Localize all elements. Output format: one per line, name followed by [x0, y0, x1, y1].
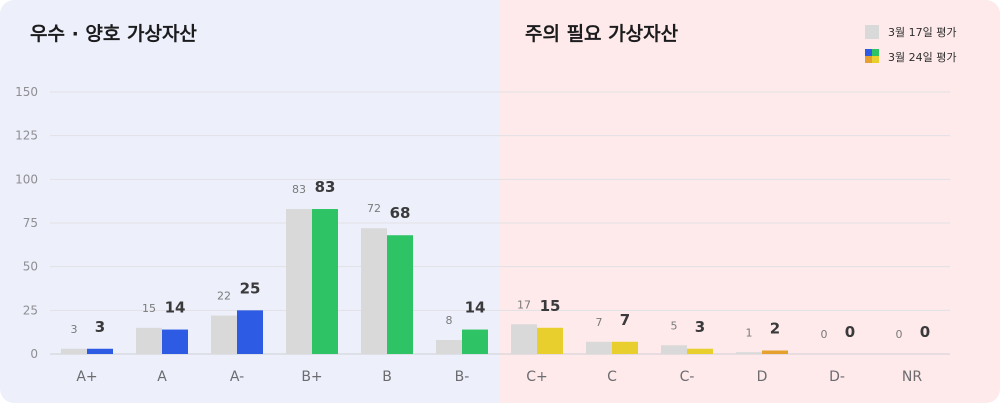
bar-current	[612, 341, 638, 354]
caution-panel-title: 주의 필요 가상자산	[525, 23, 679, 45]
bar-current	[462, 329, 488, 354]
y-tick-label: 150	[15, 85, 38, 99]
value-label-prev: 22	[217, 290, 231, 303]
legend-new-swatch-cell	[872, 49, 879, 56]
y-tick-label: 125	[15, 129, 38, 143]
x-tick-label: A-	[230, 369, 244, 385]
bar-prev	[586, 341, 612, 354]
legend-new-swatch-cell	[865, 49, 872, 56]
y-tick-label: 75	[23, 216, 38, 230]
bar-prev	[436, 340, 462, 354]
bar-prev	[511, 324, 537, 354]
bar-current	[87, 348, 113, 354]
good-panel-title: 우수 · 양호 가상자산	[30, 23, 197, 45]
bar-current	[762, 350, 788, 354]
x-tick-label: D-	[829, 369, 845, 385]
bar-prev	[361, 228, 387, 354]
bar-prev	[286, 209, 312, 354]
value-label-prev: 5	[671, 319, 678, 332]
value-labels: 3 3 15 14 22 25 83 83 72 68 8 14 17 15 7 7 5 3 1 2 0 0 0 0	[71, 178, 931, 341]
x-tick-label: A	[157, 369, 167, 385]
x-tick-label: D	[757, 369, 768, 385]
value-label-current: 7	[620, 311, 630, 329]
bars	[61, 209, 788, 354]
bar-current	[387, 235, 413, 354]
legend-new-swatch	[865, 49, 879, 63]
legend: 3월 17일 평가 3월 24일 평가	[865, 25, 956, 64]
value-label-prev: 0	[896, 328, 903, 341]
y-tick-label: 25	[23, 303, 38, 317]
bar-prev	[736, 352, 762, 354]
legend-prev-swatch	[865, 25, 879, 39]
bar-current	[237, 310, 263, 354]
legend-new-label: 3월 24일 평가	[888, 50, 956, 64]
caution-panel-background	[500, 0, 1000, 403]
value-label-prev: 3	[71, 323, 78, 336]
value-label-prev: 0	[821, 328, 828, 341]
x-tick-label: B+	[301, 369, 322, 385]
value-label-current: 2	[770, 320, 780, 338]
bar-current	[162, 329, 188, 354]
bar-prev	[136, 327, 162, 354]
value-label-current: 15	[540, 297, 561, 315]
x-tick-label: B-	[455, 369, 470, 385]
value-label-current: 3	[95, 318, 105, 336]
x-axis-ticks: A+ A A- B+ B B- C+ C C- D D- NR	[76, 369, 922, 385]
value-label-current: 83	[315, 178, 336, 196]
y-tick-label: 100	[15, 172, 38, 186]
bar-prev	[211, 315, 237, 354]
bar-current	[537, 327, 563, 354]
x-tick-label: C	[607, 369, 617, 385]
value-label-prev: 72	[367, 202, 381, 215]
value-label-current: 68	[390, 204, 411, 222]
value-label-prev: 7	[596, 316, 603, 329]
value-label-prev: 83	[292, 183, 306, 196]
y-tick-label: 0	[30, 347, 38, 361]
x-tick-label: C-	[680, 369, 695, 385]
legend-new-swatch-cell	[872, 56, 879, 63]
value-label-prev: 1	[746, 326, 753, 339]
bar-prev	[661, 345, 687, 354]
value-label-current: 14	[465, 299, 486, 317]
bar-current	[312, 209, 338, 354]
legend-new-swatch-cell	[865, 56, 872, 63]
value-label-current: 0	[845, 323, 855, 341]
value-label-current: 3	[695, 318, 705, 336]
value-label-prev: 15	[142, 302, 156, 315]
bar-current	[687, 348, 713, 354]
bar-prev	[61, 348, 87, 354]
x-tick-label: NR	[902, 369, 922, 385]
x-tick-label: B	[382, 369, 392, 385]
y-tick-label: 50	[23, 260, 38, 274]
value-label-current: 25	[240, 279, 261, 297]
value-label-current: 0	[920, 323, 930, 341]
value-label-prev: 17	[517, 298, 531, 311]
value-label-prev: 8	[446, 314, 453, 327]
value-label-current: 14	[165, 299, 186, 317]
x-tick-label: C+	[526, 369, 548, 385]
x-tick-label: A+	[76, 369, 97, 385]
legend-prev-label: 3월 17일 평가	[888, 25, 956, 39]
